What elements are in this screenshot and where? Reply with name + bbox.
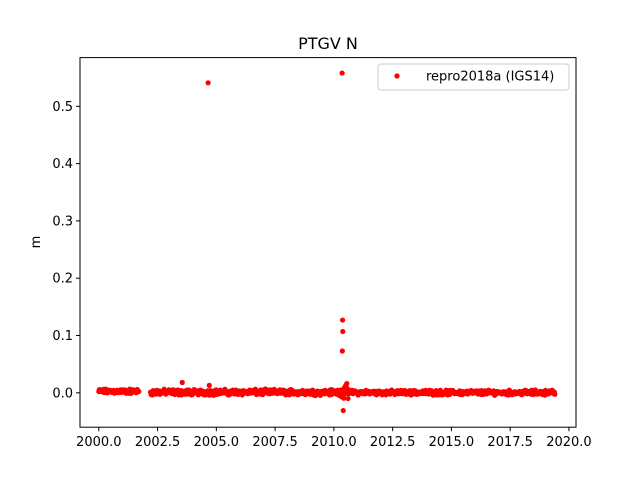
x-axis: 2000.0 2002.5 2005.0 2007.5 2010.0 2012.5 2015… <box>76 427 592 450</box>
data-point <box>341 395 347 401</box>
data-point <box>339 317 346 323</box>
data-point <box>179 379 185 386</box>
y-tick-label: 0.3 <box>52 214 73 229</box>
x-tick-label: 2000.0 <box>76 435 122 450</box>
data-point <box>552 391 558 397</box>
data-point <box>339 348 345 354</box>
legend: repro2018a (IGS14) <box>377 63 570 91</box>
data-points <box>96 70 558 414</box>
data-point <box>345 395 351 402</box>
data-point <box>340 407 346 414</box>
data-point <box>136 388 142 395</box>
y-tick-label: 0.1 <box>52 329 73 344</box>
legend-label: repro2018a (IGS14) <box>426 70 554 85</box>
y-tick-label: 0.4 <box>52 157 73 172</box>
y-axis: 0.0 0.1 0.2 0.3 0.4 0.5 <box>52 100 80 401</box>
x-tick-label: 2012.5 <box>370 435 416 450</box>
data-point <box>339 70 345 76</box>
legend-marker <box>394 73 400 79</box>
x-tick-label: 2015.0 <box>429 435 475 450</box>
data-point <box>205 80 211 86</box>
data-point <box>206 382 212 388</box>
x-tick-label: 2007.5 <box>252 435 298 450</box>
x-tick-label: 2020.0 <box>546 435 592 450</box>
y-tick-label: 0.0 <box>52 386 73 401</box>
y-tick-label: 0.2 <box>52 272 73 287</box>
y-tick-label: 0.5 <box>52 100 73 115</box>
data-point <box>344 381 350 387</box>
x-tick-label: 2010.0 <box>311 435 357 450</box>
legend-box <box>377 63 570 91</box>
x-tick-label: 2002.5 <box>135 435 181 450</box>
x-tick-label: 2005.0 <box>194 435 240 450</box>
y-axis-label: m <box>29 236 44 249</box>
chart-title: PTGV N <box>298 34 358 53</box>
data-point <box>340 328 346 335</box>
plot-frame <box>79 57 577 428</box>
x-tick-label: 2017.5 <box>487 435 533 450</box>
